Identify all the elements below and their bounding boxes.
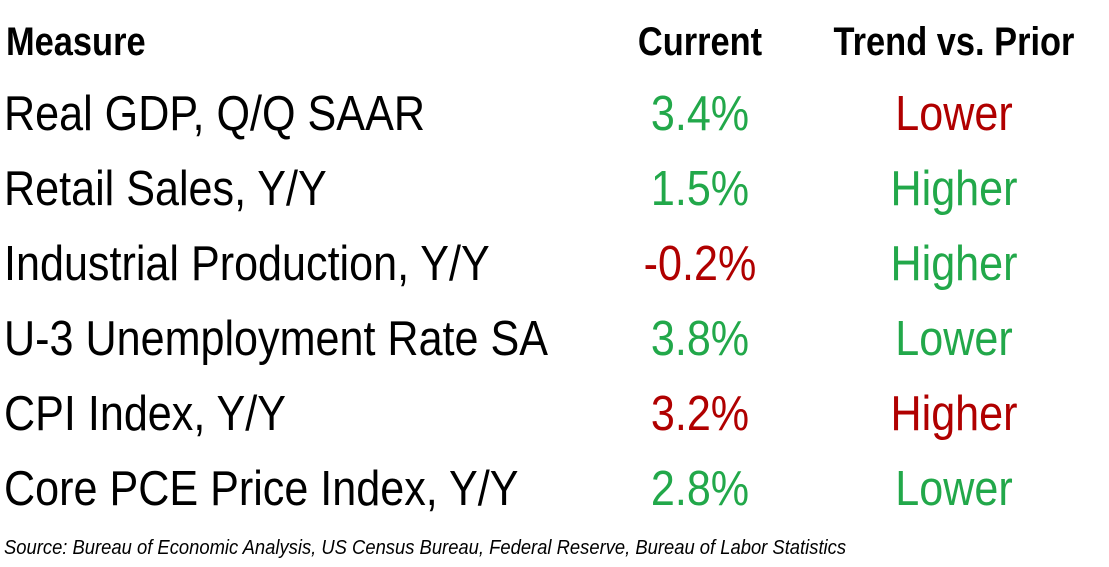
trend-value: Higher <box>890 387 1018 441</box>
current-value: 3.8% <box>650 312 750 366</box>
table-row: Retail Sales, Y/Y 1.5% Higher <box>0 152 1109 227</box>
column-header-trend: Trend vs. Prior <box>833 20 1075 64</box>
current-value: 3.2% <box>650 387 750 441</box>
table-body: Real GDP, Q/Q SAAR 3.4% Lower Retail Sales,… <box>0 77 1109 527</box>
trend-value: Higher <box>890 237 1018 291</box>
table-header: Measure Current Trend vs. Prior <box>0 14 1109 70</box>
table-row: Industrial Production, Y/Y -0.2% Higher <box>0 227 1109 302</box>
current-value: -0.2% <box>643 237 757 291</box>
trend-value: Lower <box>895 312 1013 366</box>
trend-value: Higher <box>890 162 1018 216</box>
trend-value: Lower <box>895 462 1013 516</box>
current-value: 2.8% <box>650 462 750 516</box>
measure-label: U-3 Unemployment Rate SA <box>4 312 549 366</box>
table-row: Real GDP, Q/Q SAAR 3.4% Lower <box>0 77 1109 152</box>
table-row: U-3 Unemployment Rate SA 3.8% Lower <box>0 302 1109 377</box>
measure-label: Retail Sales, Y/Y <box>4 162 327 216</box>
source-note: Source: Bureau of Economic Analysis, US … <box>4 537 847 559</box>
trend-value: Lower <box>895 87 1013 141</box>
current-value: 3.4% <box>650 87 750 141</box>
current-value: 1.5% <box>650 162 750 216</box>
table-row: Core PCE Price Index, Y/Y 2.8% Lower <box>0 452 1109 527</box>
column-header-current: Current <box>637 20 763 64</box>
table-row: CPI Index, Y/Y 3.2% Higher <box>0 377 1109 452</box>
measure-label: CPI Index, Y/Y <box>4 387 287 441</box>
column-header-measure: Measure <box>6 20 146 64</box>
measure-label: Industrial Production, Y/Y <box>4 237 490 291</box>
measure-label: Real GDP, Q/Q SAAR <box>4 87 425 141</box>
measure-label: Core PCE Price Index, Y/Y <box>4 462 519 516</box>
